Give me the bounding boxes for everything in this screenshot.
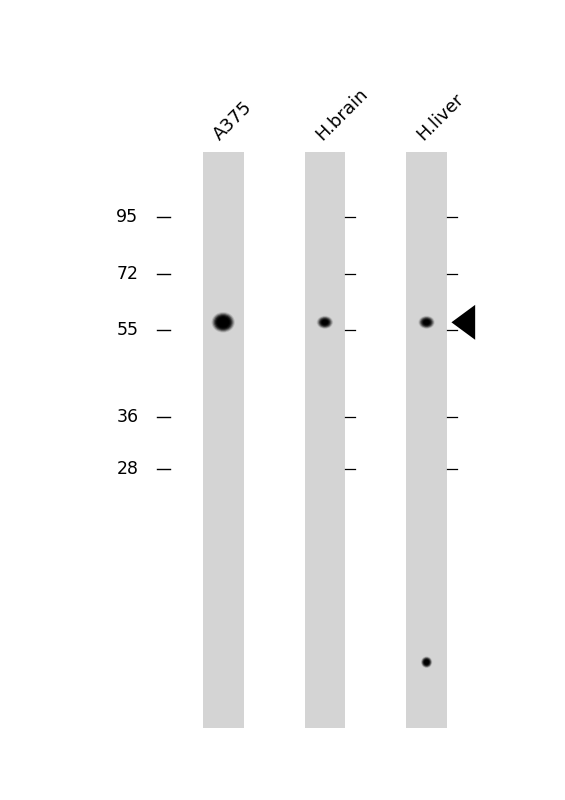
Ellipse shape — [418, 316, 435, 329]
Ellipse shape — [421, 318, 432, 327]
Ellipse shape — [424, 320, 429, 325]
Ellipse shape — [323, 321, 327, 324]
Ellipse shape — [424, 321, 429, 324]
Ellipse shape — [420, 317, 433, 328]
Ellipse shape — [316, 316, 333, 329]
Ellipse shape — [218, 318, 228, 326]
Ellipse shape — [423, 658, 430, 666]
Ellipse shape — [211, 312, 235, 333]
Ellipse shape — [426, 662, 428, 663]
Ellipse shape — [318, 317, 332, 328]
Text: 28: 28 — [116, 460, 138, 478]
Bar — [406, 152, 447, 728]
Ellipse shape — [216, 316, 231, 329]
Ellipse shape — [324, 322, 326, 323]
Ellipse shape — [214, 314, 233, 330]
Ellipse shape — [319, 318, 331, 327]
Ellipse shape — [320, 318, 330, 326]
Ellipse shape — [423, 319, 430, 325]
Ellipse shape — [423, 320, 430, 325]
Ellipse shape — [421, 318, 432, 326]
Ellipse shape — [419, 316, 434, 328]
Ellipse shape — [321, 320, 328, 325]
Ellipse shape — [221, 321, 225, 324]
Ellipse shape — [421, 656, 432, 668]
Bar — [305, 152, 345, 728]
Ellipse shape — [318, 316, 332, 328]
Ellipse shape — [320, 319, 329, 326]
Text: 36: 36 — [116, 408, 138, 426]
Ellipse shape — [424, 660, 429, 665]
Ellipse shape — [223, 322, 224, 323]
Ellipse shape — [321, 319, 328, 325]
Text: 55: 55 — [116, 321, 138, 338]
Text: 72: 72 — [116, 265, 138, 283]
Bar — [203, 152, 244, 728]
Text: A375: A375 — [210, 98, 257, 144]
Ellipse shape — [424, 660, 429, 664]
Ellipse shape — [217, 317, 229, 328]
Ellipse shape — [219, 319, 228, 326]
Ellipse shape — [423, 658, 431, 666]
Ellipse shape — [425, 661, 428, 664]
Text: H.brain: H.brain — [312, 85, 371, 144]
Ellipse shape — [219, 319, 227, 326]
Ellipse shape — [425, 660, 428, 664]
Ellipse shape — [421, 657, 432, 667]
Ellipse shape — [215, 315, 232, 330]
Ellipse shape — [322, 320, 328, 325]
Text: H.liver: H.liver — [414, 90, 468, 144]
Ellipse shape — [212, 313, 234, 331]
Ellipse shape — [424, 659, 429, 666]
Ellipse shape — [220, 320, 226, 325]
Ellipse shape — [422, 319, 431, 326]
Polygon shape — [451, 305, 475, 340]
Text: 95: 95 — [116, 208, 138, 226]
Ellipse shape — [425, 322, 428, 323]
Ellipse shape — [422, 658, 431, 667]
